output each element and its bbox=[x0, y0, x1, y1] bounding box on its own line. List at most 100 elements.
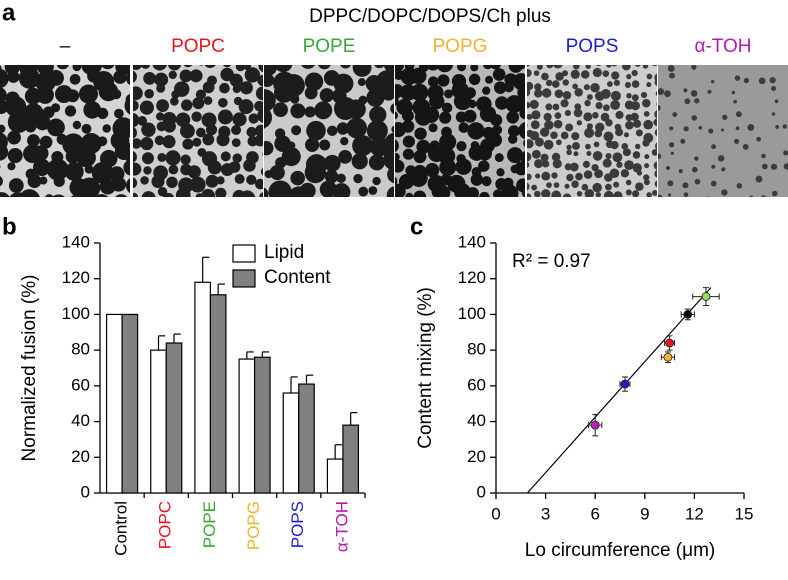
domain bbox=[113, 70, 127, 84]
domain bbox=[268, 180, 291, 203]
domain bbox=[413, 191, 426, 204]
domain bbox=[664, 90, 671, 97]
domain bbox=[183, 57, 193, 67]
domain bbox=[151, 175, 164, 188]
domain bbox=[327, 126, 337, 136]
domain bbox=[697, 207, 703, 213]
domain bbox=[596, 60, 602, 66]
domain bbox=[169, 200, 178, 209]
domain bbox=[534, 191, 541, 198]
domain bbox=[156, 84, 165, 93]
domain bbox=[73, 121, 81, 129]
x-tick-label: Control bbox=[112, 501, 131, 556]
domain bbox=[369, 154, 385, 170]
y-tick-label: 40 bbox=[467, 411, 486, 430]
domain bbox=[596, 192, 601, 197]
domain bbox=[542, 160, 549, 167]
micrograph bbox=[520, 58, 664, 212]
domain bbox=[562, 70, 568, 76]
domain bbox=[402, 110, 414, 122]
domain bbox=[188, 165, 201, 178]
y-tick-label: 140 bbox=[458, 232, 486, 251]
domain bbox=[353, 174, 362, 183]
bar bbox=[210, 295, 226, 493]
domain bbox=[54, 176, 65, 187]
domain bbox=[306, 203, 324, 221]
domain bbox=[635, 203, 644, 212]
domain bbox=[488, 133, 502, 147]
domain bbox=[414, 128, 426, 140]
domain bbox=[439, 159, 456, 176]
x-tick-label: POPC bbox=[156, 501, 175, 549]
domain bbox=[554, 182, 560, 188]
domain bbox=[711, 80, 714, 83]
panel-label: c bbox=[410, 213, 423, 240]
domain bbox=[501, 184, 519, 202]
domain bbox=[643, 63, 648, 68]
domain bbox=[611, 60, 617, 66]
domain bbox=[603, 104, 610, 111]
domain bbox=[180, 124, 195, 139]
domain bbox=[113, 194, 129, 210]
domain bbox=[466, 187, 479, 200]
domain bbox=[492, 125, 502, 135]
domain bbox=[721, 167, 725, 171]
domain bbox=[216, 176, 224, 184]
domain bbox=[162, 135, 175, 148]
domain bbox=[731, 60, 734, 63]
domain bbox=[575, 173, 583, 181]
domain bbox=[635, 60, 641, 66]
domain bbox=[455, 159, 471, 175]
domain bbox=[762, 195, 766, 199]
domain bbox=[642, 139, 649, 146]
domain bbox=[772, 112, 775, 115]
domain bbox=[479, 203, 488, 212]
domain bbox=[402, 120, 415, 133]
panel-label: b bbox=[2, 213, 17, 240]
domain bbox=[508, 135, 517, 144]
domain bbox=[601, 89, 611, 99]
domain bbox=[565, 110, 571, 116]
domain bbox=[584, 84, 590, 90]
point bbox=[664, 353, 672, 361]
domain bbox=[197, 204, 206, 213]
domain bbox=[585, 144, 591, 150]
image-label: – bbox=[60, 36, 71, 57]
domain bbox=[157, 201, 169, 213]
domain bbox=[554, 201, 559, 206]
domain bbox=[571, 198, 579, 206]
domain bbox=[306, 121, 326, 141]
x-axis-label: Lo circumference (μm) bbox=[525, 540, 715, 561]
bar bbox=[107, 314, 123, 493]
domain bbox=[565, 124, 573, 132]
domain bbox=[775, 125, 779, 129]
domain bbox=[232, 138, 241, 147]
domain bbox=[733, 100, 737, 104]
domain bbox=[152, 55, 167, 70]
domain bbox=[705, 196, 710, 201]
domain bbox=[632, 94, 639, 101]
domain bbox=[708, 128, 713, 133]
micrograph bbox=[0, 54, 146, 214]
domain bbox=[207, 204, 215, 212]
domain bbox=[206, 124, 217, 135]
fit-line bbox=[527, 288, 711, 493]
domain bbox=[584, 200, 590, 206]
domain bbox=[340, 57, 352, 69]
domain bbox=[319, 139, 330, 150]
domain bbox=[423, 107, 439, 123]
domain bbox=[336, 174, 345, 183]
domain bbox=[736, 111, 742, 117]
domain bbox=[594, 169, 603, 178]
domain bbox=[571, 180, 579, 188]
domain bbox=[340, 137, 348, 145]
domain bbox=[68, 195, 87, 214]
domain bbox=[574, 109, 583, 118]
domain bbox=[368, 186, 377, 195]
domain bbox=[255, 179, 265, 189]
domain bbox=[759, 78, 766, 85]
domain bbox=[645, 200, 651, 206]
domain bbox=[573, 151, 578, 156]
domain bbox=[231, 125, 241, 135]
domain bbox=[131, 138, 142, 149]
